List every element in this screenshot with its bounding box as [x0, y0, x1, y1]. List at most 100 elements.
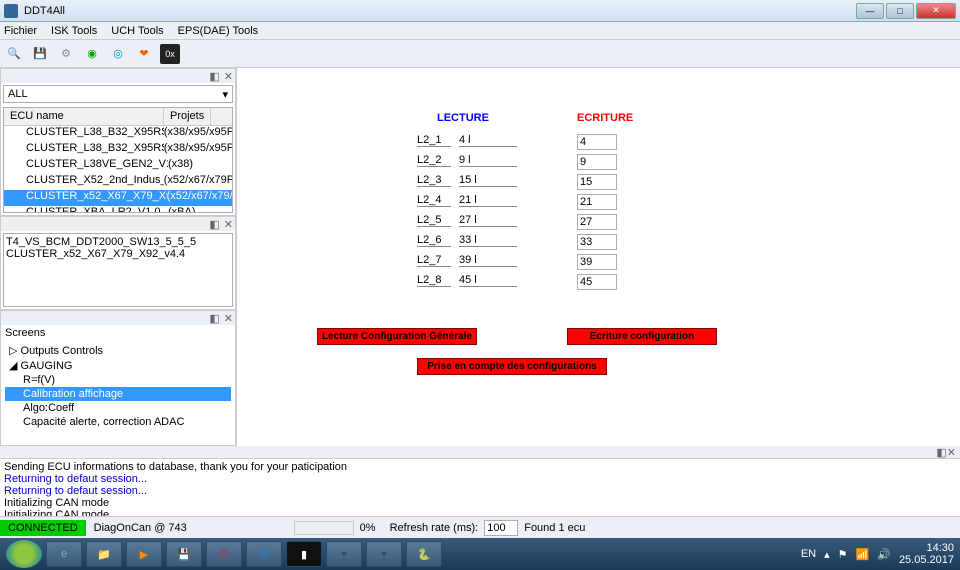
- statusbar: CONNECTED DiagOnCan @ 743 0% Refresh rat…: [0, 516, 960, 538]
- row-value: 21 l: [459, 194, 517, 207]
- ecriture-input[interactable]: [577, 214, 617, 230]
- ecu-list[interactable]: ECU name Projets CLUSTER_L38_B32_X95RSGT…: [3, 107, 233, 213]
- menu-isk[interactable]: ISK Tools: [51, 25, 97, 37]
- row-label: L2_5: [417, 214, 451, 227]
- refresh-input[interactable]: [484, 520, 518, 536]
- lecture-title: LECTURE: [437, 108, 489, 124]
- progress-bar: [294, 521, 354, 535]
- heart-icon[interactable]: ❤: [134, 44, 154, 64]
- close-button[interactable]: ✕: [916, 3, 956, 19]
- col-projets[interactable]: Projets: [164, 108, 211, 125]
- tray-time[interactable]: 14:30: [899, 542, 954, 554]
- log-line: Initializing CAN mode: [4, 509, 956, 516]
- tray-volume-icon[interactable]: 🔊: [877, 548, 891, 561]
- log-line: Returning to defaut session...: [4, 473, 956, 485]
- row-label: L2_7: [417, 254, 451, 267]
- ecriture-input[interactable]: [577, 134, 617, 150]
- tray-flag-icon[interactable]: ▴: [824, 548, 830, 561]
- menu-eps[interactable]: EPS(DAE) Tools: [178, 25, 259, 37]
- menu-fichier[interactable]: Fichier: [4, 25, 37, 37]
- system-tray[interactable]: EN ▴ ⚑ 📶 🔊 14:30 25.05.2017: [801, 542, 954, 566]
- hex-icon[interactable]: 0x: [160, 44, 180, 64]
- tray-lang[interactable]: EN: [801, 548, 816, 560]
- ecriture-config-button[interactable]: Ecriture configuration: [567, 328, 717, 345]
- log-line: Sending ECU informations to database, th…: [4, 461, 956, 473]
- close-panel-icon[interactable]: ✕: [947, 446, 956, 458]
- ecriture-input[interactable]: [577, 194, 617, 210]
- ecriture-input[interactable]: [577, 174, 617, 190]
- row-value: 27 l: [459, 214, 517, 227]
- panel-header: ◧✕: [1, 69, 235, 83]
- minimize-button[interactable]: —: [856, 3, 884, 19]
- content-area: LECTURE ECRITURE L2_14 lL2_29 lL2_315 lL…: [237, 68, 960, 446]
- taskbar-app-icon[interactable]: ▫: [326, 541, 362, 567]
- row-label: L2_6: [417, 234, 451, 247]
- table-row[interactable]: CLUSTER_L38_B32_X95RSGT_V6.0(x38/x95/x95…: [4, 142, 232, 158]
- tree-item[interactable]: Capacité alerte, correction ADAC: [5, 415, 231, 429]
- taskbar-python-icon[interactable]: 🐍: [406, 541, 442, 567]
- taskbar-save-icon[interactable]: 💾: [166, 541, 202, 567]
- row-value: 33 l: [459, 234, 517, 247]
- undock-icon[interactable]: ◧: [209, 70, 219, 83]
- maximize-button[interactable]: □: [886, 3, 914, 19]
- screens-tree[interactable]: ▷ Outputs Controls◢ GAUGINGR=f(V)Calibra…: [1, 341, 235, 445]
- taskbar: e 📁 ▶ 💾 O m ▮ ▫ ▫ 🐍 EN ▴ ⚑ 📶 🔊 14:30 25.…: [0, 538, 960, 570]
- action1-icon[interactable]: ◉: [82, 44, 102, 64]
- tree-item[interactable]: R=f(V): [5, 373, 231, 387]
- list-item[interactable]: T4_VS_BCM_DDT2000_SW13_5_5_5: [6, 236, 230, 248]
- taskbar-cmd-icon[interactable]: ▮: [286, 541, 322, 567]
- taskbar-app2-icon[interactable]: ▫: [366, 541, 402, 567]
- table-row[interactable]: CLUSTER_L38_B32_X95RSGT(x38/x95/x95P: [4, 126, 232, 142]
- dropdown-value: ALL: [8, 88, 28, 100]
- found-ecu: Found 1 ecu: [524, 522, 585, 534]
- list-item[interactable]: CLUSTER_x52_X67_X79_X92_v4.4: [6, 248, 230, 260]
- tray-flag2-icon[interactable]: ⚑: [838, 548, 848, 561]
- progress-pct: 0%: [360, 522, 376, 534]
- log-line: Initializing CAN mode: [4, 497, 956, 509]
- row-value: 39 l: [459, 254, 517, 267]
- ecriture-title: ECRITURE: [577, 108, 633, 124]
- undock-icon[interactable]: ◧: [209, 312, 219, 325]
- table-row[interactable]: CLUSTER_L38VE_GEN2_V1.07_C...(x38): [4, 158, 232, 174]
- row-label: L2_8: [417, 274, 451, 287]
- ecriture-input[interactable]: [577, 234, 617, 250]
- tree-item[interactable]: Calibration affichage: [5, 387, 231, 401]
- taskbar-opera-icon[interactable]: O: [206, 541, 242, 567]
- col-name[interactable]: ECU name: [4, 108, 164, 125]
- ecriture-input[interactable]: [577, 254, 617, 270]
- save-icon[interactable]: 💾: [30, 44, 50, 64]
- menu-uch[interactable]: UCH Tools: [111, 25, 163, 37]
- row-label: L2_1: [417, 134, 451, 147]
- close-panel-icon[interactable]: ✕: [224, 218, 233, 231]
- row-value: 9 l: [459, 154, 517, 167]
- log-panel: Sending ECU informations to database, th…: [0, 458, 960, 516]
- start-button[interactable]: [6, 540, 42, 568]
- tray-network-icon[interactable]: 📶: [856, 548, 870, 561]
- ecriture-input[interactable]: [577, 154, 617, 170]
- table-row[interactable]: CLUSTER_x52_X67_X79_X92_v4.4(x52/x67/x79…: [4, 190, 232, 206]
- search-icon[interactable]: 🔍: [4, 44, 24, 64]
- close-panel-icon[interactable]: ✕: [224, 70, 233, 83]
- row-value: 45 l: [459, 274, 517, 287]
- lecture-config-button[interactable]: Lecture Configuration Générale: [317, 328, 477, 345]
- tree-item[interactable]: ▷ Outputs Controls: [5, 343, 231, 358]
- undock-icon[interactable]: ◧: [209, 218, 219, 231]
- tray-date[interactable]: 25.05.2017: [899, 554, 954, 566]
- table-row[interactable]: CLUSTER_X52_2nd_Indus_v3.3(x52/x67/x79P: [4, 174, 232, 190]
- close-panel-icon[interactable]: ✕: [224, 312, 233, 325]
- tree-item[interactable]: Algo:Coeff: [5, 401, 231, 415]
- undock-icon[interactable]: ◧: [936, 446, 946, 458]
- action2-icon[interactable]: ◎: [108, 44, 128, 64]
- taskbar-explorer-icon[interactable]: 📁: [86, 541, 122, 567]
- taskbar-media-icon[interactable]: ▶: [126, 541, 162, 567]
- table-row[interactable]: CLUSTER_XBA_LR2_V1.0(xBA): [4, 206, 232, 213]
- session-list[interactable]: T4_VS_BCM_DDT2000_SW13_5_5_5 CLUSTER_x52…: [3, 233, 233, 307]
- gear-icon[interactable]: ⚙: [56, 44, 76, 64]
- app-icon: [4, 4, 18, 18]
- taskbar-ie-icon[interactable]: e: [46, 541, 82, 567]
- ecriture-input[interactable]: [577, 274, 617, 290]
- prise-compte-button[interactable]: Prise en compte des configurations: [417, 358, 607, 375]
- filter-dropdown[interactable]: ALL▾: [3, 85, 233, 103]
- tree-item[interactable]: ◢ GAUGING: [5, 358, 231, 373]
- taskbar-maxthon-icon[interactable]: m: [246, 541, 282, 567]
